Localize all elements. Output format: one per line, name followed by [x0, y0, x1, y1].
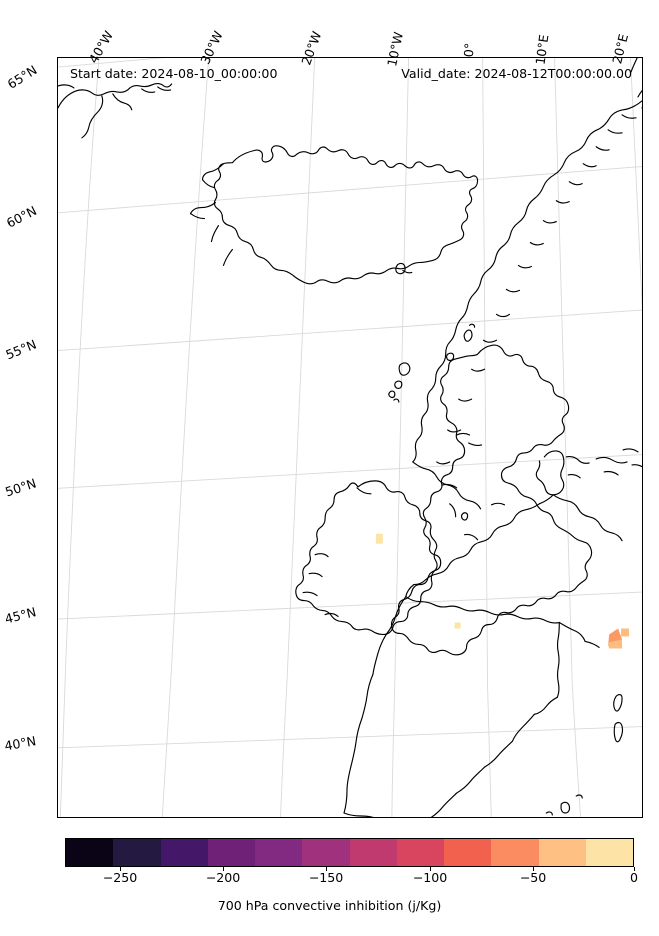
data-patches — [375, 533, 630, 649]
colorbar-band-6 — [349, 839, 397, 866]
colorbar-band-10 — [538, 839, 586, 866]
coastlines — [58, 58, 642, 817]
colorbar-ticklabel-4: −50 — [519, 870, 547, 885]
colorbar-label: 700 hPa convective inhibition (j/Kg) — [217, 898, 442, 913]
colorbar-ticklabel-3: −100 — [412, 870, 448, 885]
gridlines — [58, 58, 642, 817]
colorbar-tickmark-2 — [326, 867, 327, 871]
colorbar-tickmark-5 — [634, 867, 635, 871]
lat-tick-label-1: 60°N — [3, 202, 40, 231]
colorbar[interactable] — [65, 838, 634, 867]
colorbar-tickmark-3 — [430, 867, 431, 871]
colorbar-band-0 — [66, 839, 114, 866]
colorbar-band-1 — [113, 839, 161, 866]
lat-tick-label-0: 65°N — [4, 62, 40, 92]
valid-date-annotation: Valid_date: 2024-08-12T00:00:00.00 — [401, 66, 632, 81]
colorbar-tickmark-0 — [120, 867, 121, 871]
colorbar-band-4 — [255, 839, 303, 866]
lat-tick-label-3: 50°N — [3, 475, 39, 500]
colorbar-band-5 — [302, 839, 350, 866]
colorbar-tickmark-1 — [223, 867, 224, 871]
colorbar-band-3 — [207, 839, 255, 866]
colorbar-ticks: −250 −200 −150 −100 −50 0 — [0, 867, 659, 887]
colorbar-band-8 — [444, 839, 492, 866]
colorbar-band-9 — [491, 839, 539, 866]
lat-tick-label-5: 40°N — [3, 733, 38, 754]
start-date-annotation: Start date: 2024-08-10_00:00:00 — [70, 66, 278, 81]
colorbar-tickmark-4 — [533, 867, 534, 871]
colorbar-band-11 — [585, 839, 633, 866]
colorbar-band-2 — [160, 839, 208, 866]
colorbar-ticklabel-2: −150 — [308, 870, 344, 885]
colorbar-ticklabel-1: −200 — [205, 870, 241, 885]
map-graphics — [58, 58, 642, 817]
colorbar-ticklabel-0: −250 — [102, 870, 138, 885]
lat-tick-label-4: 45°N — [3, 604, 38, 627]
map-axes[interactable]: Start date: 2024-08-10_00:00:00 Valid_da… — [57, 57, 643, 818]
lat-tick-label-2: 55°N — [3, 336, 39, 363]
colorbar-band-7 — [396, 839, 444, 866]
colorbar-ticklabel-5: 0 — [629, 870, 639, 885]
